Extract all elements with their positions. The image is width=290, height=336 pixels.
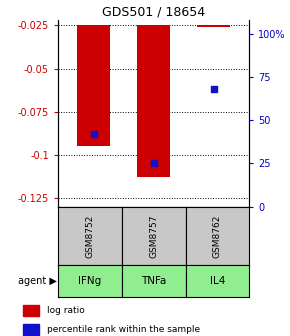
Bar bbox=[137, 25, 170, 177]
Text: GSM8762: GSM8762 bbox=[213, 214, 222, 258]
Point bbox=[211, 87, 216, 92]
Text: log ratio: log ratio bbox=[47, 306, 85, 315]
Text: IL4: IL4 bbox=[210, 277, 225, 286]
Text: TNFa: TNFa bbox=[141, 277, 166, 286]
Bar bbox=[23, 324, 39, 335]
Point bbox=[151, 161, 156, 166]
Bar bbox=[77, 25, 110, 146]
Title: GDS501 / 18654: GDS501 / 18654 bbox=[102, 6, 205, 19]
Point bbox=[92, 131, 96, 137]
Text: percentile rank within the sample: percentile rank within the sample bbox=[47, 325, 200, 334]
Text: GSM8757: GSM8757 bbox=[149, 214, 158, 258]
Text: agent ▶: agent ▶ bbox=[18, 277, 57, 286]
Text: IFNg: IFNg bbox=[78, 277, 102, 286]
Text: GSM8752: GSM8752 bbox=[85, 214, 95, 258]
Bar bbox=[23, 305, 39, 316]
Bar bbox=[197, 25, 230, 27]
